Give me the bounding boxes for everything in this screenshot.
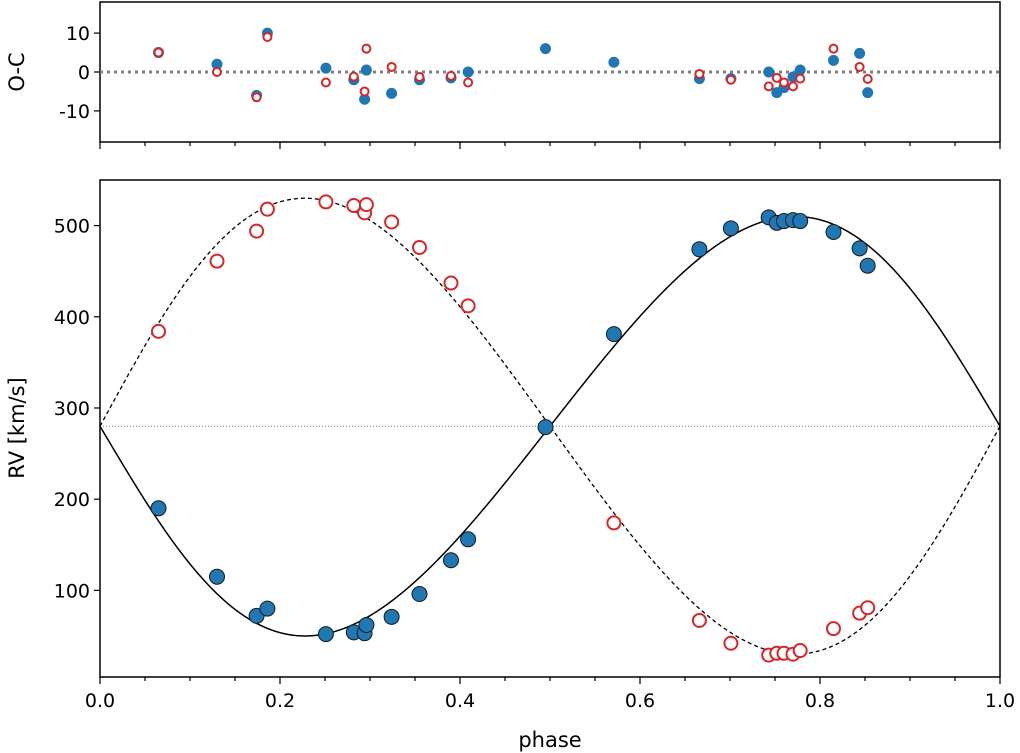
rv-point-secondary xyxy=(860,600,876,616)
rv-y-tick-label: 300 xyxy=(54,398,90,420)
residual-point-secondary xyxy=(854,61,865,72)
rv-point-primary xyxy=(259,600,276,617)
rv-x-axis-label: phase xyxy=(518,728,581,752)
residual-point-primary xyxy=(862,87,874,99)
rv-point-secondary xyxy=(460,298,476,314)
residual-point-secondary xyxy=(828,43,839,54)
rv-y-tick-label: 200 xyxy=(54,489,90,511)
residual-point-secondary xyxy=(359,86,370,97)
residual-point-primary xyxy=(794,64,806,76)
residual-point-secondary xyxy=(779,77,789,88)
rv-point-secondary xyxy=(259,201,275,217)
residual-point-secondary xyxy=(694,68,705,79)
residual-point-primary xyxy=(763,66,775,78)
rv-point-primary xyxy=(460,531,477,548)
rv-point-primary xyxy=(851,240,868,257)
residual-point-secondary xyxy=(763,81,774,92)
residual-point-secondary xyxy=(262,32,273,42)
rv-ticks: 100 200 300 400 500 0.0 0.2 0.4 0.6 0.8 1.0 xyxy=(54,216,1015,712)
rv-point-primary xyxy=(411,586,428,603)
residual-point-secondary xyxy=(251,92,262,103)
rv-x-tick-label: 0.8 xyxy=(805,690,835,712)
residual-point-primary xyxy=(540,43,551,55)
residuals-y-axis-label: O-C xyxy=(5,52,29,91)
residual-point-secondary xyxy=(446,70,456,81)
residual-point-primary xyxy=(386,87,398,99)
residual-point-secondary xyxy=(725,74,736,85)
secondary-model-curve xyxy=(99,197,1001,655)
rv-point-primary xyxy=(722,220,739,237)
residual-point-secondary xyxy=(414,72,425,83)
rv-x-tick-label: 1.0 xyxy=(985,690,1015,712)
residual-point-primary xyxy=(608,56,620,68)
rv-panel: 100 200 300 400 500 0.0 0.2 0.4 0.6 0.8 1.0 RV [km… xyxy=(5,179,1015,752)
residuals-panel: -10 0 10 O-C xyxy=(5,1,1001,149)
rv-point-secondary xyxy=(318,194,334,210)
rv-point-secondary xyxy=(358,197,374,213)
residuals-y-tick-label: 0 xyxy=(78,62,90,84)
residual-point-secondary xyxy=(348,71,359,82)
rv-y-tick-label: 100 xyxy=(54,580,90,602)
rv-point-primary xyxy=(209,568,225,585)
residual-point-secondary xyxy=(771,72,782,83)
rv-point-primary xyxy=(605,326,622,343)
rv-y-tick-label: 400 xyxy=(54,307,90,329)
rv-point-secondary xyxy=(723,635,739,651)
rv-point-secondary xyxy=(384,214,400,230)
rv-point-primary xyxy=(383,608,400,625)
rv-point-secondary xyxy=(792,643,808,659)
rv-point-primary xyxy=(537,419,554,436)
rv-point-primary xyxy=(859,257,876,274)
rv-x-tick-label: 0.0 xyxy=(85,690,115,712)
residual-point-secondary xyxy=(212,67,222,77)
rv-point-secondary xyxy=(443,275,459,291)
rv-point-secondary xyxy=(691,612,707,628)
residual-point-secondary xyxy=(361,43,372,54)
rv-y-tick-label: 500 xyxy=(54,216,90,238)
rv-point-secondary xyxy=(826,621,841,637)
rv-y-axis-label: RV [km/s] xyxy=(5,377,29,479)
residual-point-secondary xyxy=(386,61,397,72)
residuals-y-tick-label: 10 xyxy=(66,23,90,45)
residual-point-secondary xyxy=(788,81,798,92)
residual-point-primary xyxy=(854,47,866,59)
rv-point-primary xyxy=(358,617,375,634)
rv-point-primary xyxy=(150,500,167,517)
rv-point-primary xyxy=(691,241,708,258)
rv-x-tick-label: 0.4 xyxy=(445,690,475,712)
residual-point-secondary xyxy=(153,47,164,58)
residual-point-secondary xyxy=(862,74,873,84)
rv-point-secondary xyxy=(412,239,427,255)
residual-point-primary xyxy=(360,64,372,76)
rv-point-secondary xyxy=(606,515,622,531)
residual-point-primary xyxy=(462,66,474,78)
rv-x-tick-label: 0.2 xyxy=(265,690,295,712)
rv-point-primary xyxy=(825,223,842,240)
residuals-ticks: -10 0 10 xyxy=(59,23,1001,149)
rv-points xyxy=(150,194,876,663)
residual-point-secondary xyxy=(320,77,331,88)
rv-x-tick-label: 0.6 xyxy=(625,690,655,712)
rv-point-secondary xyxy=(249,223,265,239)
rv-point-secondary xyxy=(151,323,166,339)
rv-point-primary xyxy=(792,213,809,230)
residuals-points xyxy=(153,27,874,105)
rv-point-primary xyxy=(443,552,459,569)
rv-point-secondary xyxy=(209,253,225,269)
residual-point-secondary xyxy=(795,73,806,84)
residual-point-primary xyxy=(828,54,839,66)
residuals-y-tick-label: -10 xyxy=(59,101,90,123)
rv-point-primary xyxy=(317,626,334,643)
residual-point-primary xyxy=(320,62,332,74)
residual-point-secondary xyxy=(463,77,474,88)
